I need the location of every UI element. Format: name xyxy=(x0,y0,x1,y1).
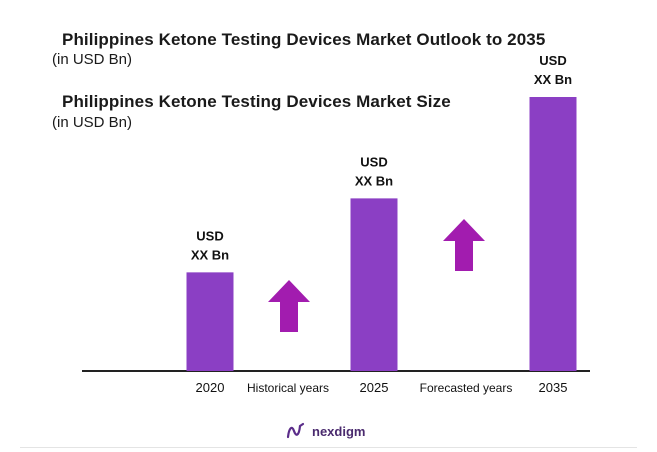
labels-group: USD XX Bn 2020 USD XX Bn 2025 USD XX Bn 2035 Hist… xyxy=(191,53,572,395)
period-label-historical: Historical years xyxy=(247,381,329,395)
tick-label-2025: 2025 xyxy=(360,380,389,395)
data-label-2020-line-2: XX Bn xyxy=(191,247,229,262)
data-label-2025-line-1: USD xyxy=(360,154,387,169)
bars-group xyxy=(186,97,577,371)
chart-subtitle-secondary: (in USD Bn) xyxy=(52,114,133,131)
data-label-2035-line-2: XX Bn xyxy=(534,72,572,87)
tick-label-2035: 2035 xyxy=(539,380,568,395)
tick-label-2020: 2020 xyxy=(196,380,225,395)
chart-title: Philippines Ketone Testing Devices Marke… xyxy=(62,30,546,49)
bar-2035 xyxy=(529,97,577,371)
bar-2020 xyxy=(186,272,234,371)
bar-2025 xyxy=(350,198,398,371)
data-label-2020-line-1: USD xyxy=(196,228,223,243)
footer-divider xyxy=(20,447,637,448)
period-label-forecasted: Forecasted years xyxy=(420,381,513,395)
footer-brand-name: nexdigm xyxy=(312,423,366,439)
data-label-2025-line-2: XX Bn xyxy=(355,173,393,188)
forecast-arrow-up-icon xyxy=(443,219,485,271)
nexdigm-logo-icon xyxy=(286,422,305,439)
arrows-group xyxy=(268,219,485,332)
chart-title-secondary: Philippines Ketone Testing Devices Marke… xyxy=(62,92,451,111)
growth-arrow-up-icon xyxy=(268,280,310,332)
chart-subtitle: (in USD Bn) xyxy=(52,51,133,68)
data-label-2035-line-1: USD xyxy=(539,53,566,68)
footer-brand: nexdigm xyxy=(285,422,365,440)
